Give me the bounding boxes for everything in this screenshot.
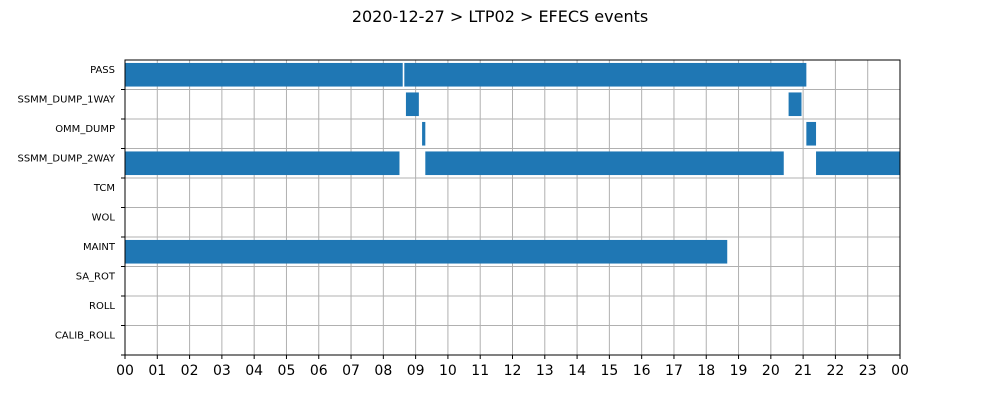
event-bar-ssmm-dump-2way — [816, 151, 900, 176]
x-tick-label: 23 — [859, 363, 877, 379]
x-tick-label: 11 — [471, 363, 489, 379]
x-tick-label: 21 — [794, 363, 812, 379]
grid-lines — [124, 60, 901, 356]
x-tick-label: 20 — [762, 363, 780, 379]
x-tick-label: 00 — [116, 363, 134, 379]
x-tick-label: 14 — [568, 363, 586, 379]
plot-frame — [124, 59, 901, 356]
event-bars — [125, 62, 900, 264]
x-tick-label: 17 — [665, 363, 683, 379]
category-label: SSMM_DUMP_1WAY — [17, 94, 115, 105]
category-label: SSMM_DUMP_2WAY — [17, 153, 115, 164]
x-tick-label: 00 — [891, 363, 909, 379]
category-label: WOL — [92, 212, 116, 223]
x-tick-label: 10 — [439, 363, 457, 379]
event-bar-pass — [125, 62, 403, 87]
x-tick-label: 02 — [181, 363, 199, 379]
x-axis-labels: 00 01 02 03 04 05 06 07 08 09 10 11 12 13 14 15 16 17 18 19… — [116, 355, 909, 379]
x-tick-label: 22 — [827, 363, 845, 379]
category-label: TCM — [93, 183, 115, 194]
category-label: ROLL — [89, 301, 115, 312]
x-tick-label: 05 — [278, 363, 296, 379]
category-label: PASS — [90, 65, 115, 76]
event-bar-omm-dump — [806, 121, 817, 146]
x-tick-label: 08 — [374, 363, 392, 379]
event-bar-omm-dump — [422, 121, 426, 146]
chart-title: 2020-12-27 > LTP02 > EFECS events — [352, 7, 648, 26]
event-bar-ssmm-dump-1way — [405, 92, 419, 117]
x-tick-label: 03 — [213, 363, 231, 379]
event-bar-pass — [404, 62, 807, 87]
category-label: CALIB_ROLL — [55, 330, 116, 341]
x-tick-label: 19 — [730, 363, 748, 379]
event-bar-ssmm-dump-2way — [125, 151, 400, 176]
x-tick-label: 15 — [600, 363, 618, 379]
event-bar-maint — [125, 239, 728, 264]
x-tick-label: 09 — [407, 363, 425, 379]
x-tick-label: 06 — [310, 363, 328, 379]
event-bar-ssmm-dump-2way — [425, 151, 784, 176]
x-tick-label: 18 — [697, 363, 715, 379]
category-label: SA_ROT — [76, 271, 116, 282]
x-tick-label: 04 — [245, 363, 263, 379]
x-tick-label: 07 — [342, 363, 360, 379]
x-tick-label: 16 — [633, 363, 651, 379]
x-tick-label: 12 — [504, 363, 522, 379]
event-bar-ssmm-dump-1way — [788, 92, 802, 117]
category-label: MAINT — [83, 242, 116, 253]
category-label: OMM_DUMP — [55, 124, 115, 135]
x-tick-label: 13 — [536, 363, 554, 379]
y-axis-labels: PASS SSMM_DUMP_1WAY OMM_DUMP SSMM_DUMP_2WAY… — [17, 65, 125, 356]
x-tick-label: 01 — [148, 363, 166, 379]
